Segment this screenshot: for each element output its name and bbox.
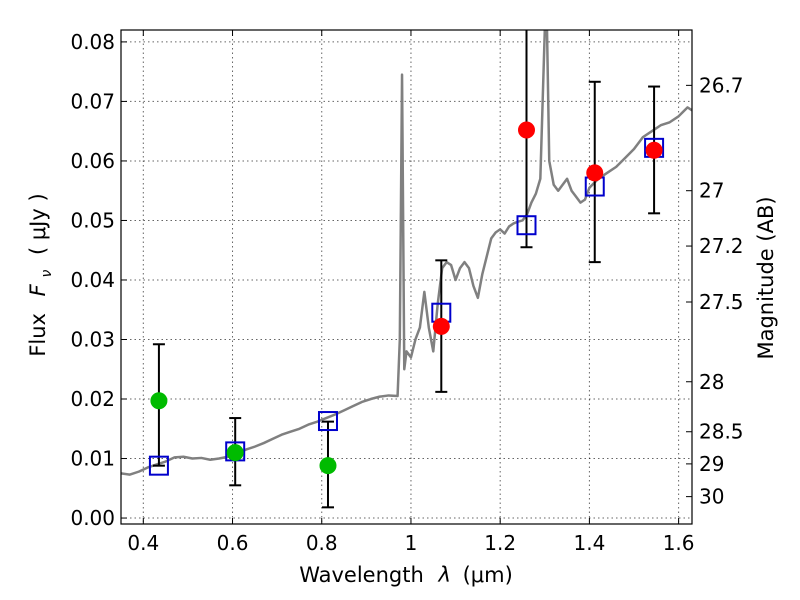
- observed-flux-point: [319, 457, 337, 475]
- y2-tick-label: 28: [699, 370, 724, 394]
- y-tick-label: 0.07: [70, 89, 115, 113]
- plot-frame: [120, 29, 693, 525]
- model-photometry-square: [148, 455, 169, 476]
- y2-tick-label: 29: [699, 452, 724, 476]
- y-tick-label: 0.08: [70, 30, 115, 54]
- y-axis-label: Flux F ν ( μJy ): [26, 193, 56, 356]
- observed-flux-point: [645, 141, 663, 159]
- y-axis-label-subscript: ν: [39, 270, 55, 278]
- x-tick-label: 1: [405, 531, 418, 555]
- x-tick-label: 1.2: [484, 531, 516, 555]
- y-tick-label: 0.06: [70, 149, 115, 173]
- y-axis-label-text: Flux: [26, 313, 50, 357]
- x-axis-label: Wavelength λ (μm): [299, 563, 513, 587]
- model-photometry-square: [317, 411, 338, 432]
- y2-tick-label: 28.5: [699, 420, 744, 444]
- observed-flux-point: [517, 121, 535, 139]
- y-axis-label-symbol: F: [26, 283, 50, 296]
- y-tick-label: 0.03: [70, 327, 115, 351]
- y2-axis-label: Magnitude (AB): [754, 196, 778, 359]
- observed-flux-point: [432, 317, 450, 335]
- model-photometry-square: [516, 215, 537, 236]
- x-tick-label: 0.8: [306, 531, 338, 555]
- axis-ticks: 0.4 0.6 0.8 1 1.2 1.4 1.6 0.00 0.01 0.02 0.03 0.04 0…: [70, 30, 743, 555]
- y2-tick-label: 30: [699, 485, 724, 509]
- x-axis-label-text: Wavelength: [299, 563, 424, 587]
- y2-tick-label: 27: [699, 179, 724, 203]
- observed-flux-point: [150, 392, 168, 410]
- y2-tick-label: 26.7: [699, 73, 744, 97]
- y-tick-label: 0.00: [70, 506, 115, 530]
- y-tick-label: 0.05: [70, 208, 115, 232]
- y2-tick-label: 27.5: [699, 290, 744, 314]
- x-tick-label: 0.4: [127, 531, 159, 555]
- observed-flux-point: [226, 444, 244, 462]
- y-tick-label: 0.04: [70, 268, 115, 292]
- y2-tick-label: 27.2: [699, 234, 744, 258]
- y-tick-label: 0.01: [70, 447, 115, 471]
- x-axis-label-unit: (μm): [463, 563, 513, 587]
- spectrum-line: [121, 30, 692, 476]
- x-tick-label: 0.6: [217, 531, 249, 555]
- y-axis-label-unit: ( μJy ): [26, 193, 50, 255]
- observed-flux-point: [586, 164, 604, 182]
- x-tick-label: 1.6: [663, 531, 695, 555]
- x-axis-label-symbol: λ: [437, 563, 450, 587]
- series-layer: [121, 30, 692, 509]
- y-tick-label: 0.02: [70, 387, 115, 411]
- x-tick-label: 1.4: [573, 531, 605, 555]
